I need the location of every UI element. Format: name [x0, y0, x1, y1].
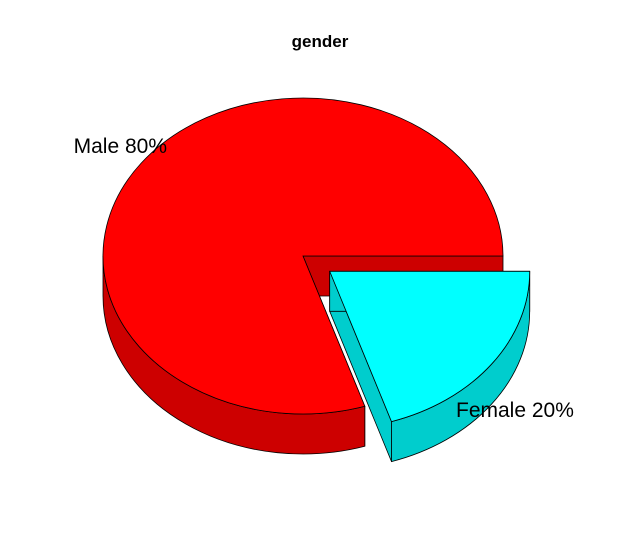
- labels-layer: Male 80% Female 20%: [74, 135, 574, 422]
- chart-title: gender: [292, 32, 349, 51]
- slice-top-female: [329, 270, 531, 423]
- slice-top-male: [102, 97, 504, 415]
- pie-slice-female: [329, 270, 531, 463]
- slice-label-female: Female 20%: [456, 399, 574, 422]
- slice-label-male: Male 80%: [74, 135, 167, 158]
- slices-layer: [102, 97, 531, 463]
